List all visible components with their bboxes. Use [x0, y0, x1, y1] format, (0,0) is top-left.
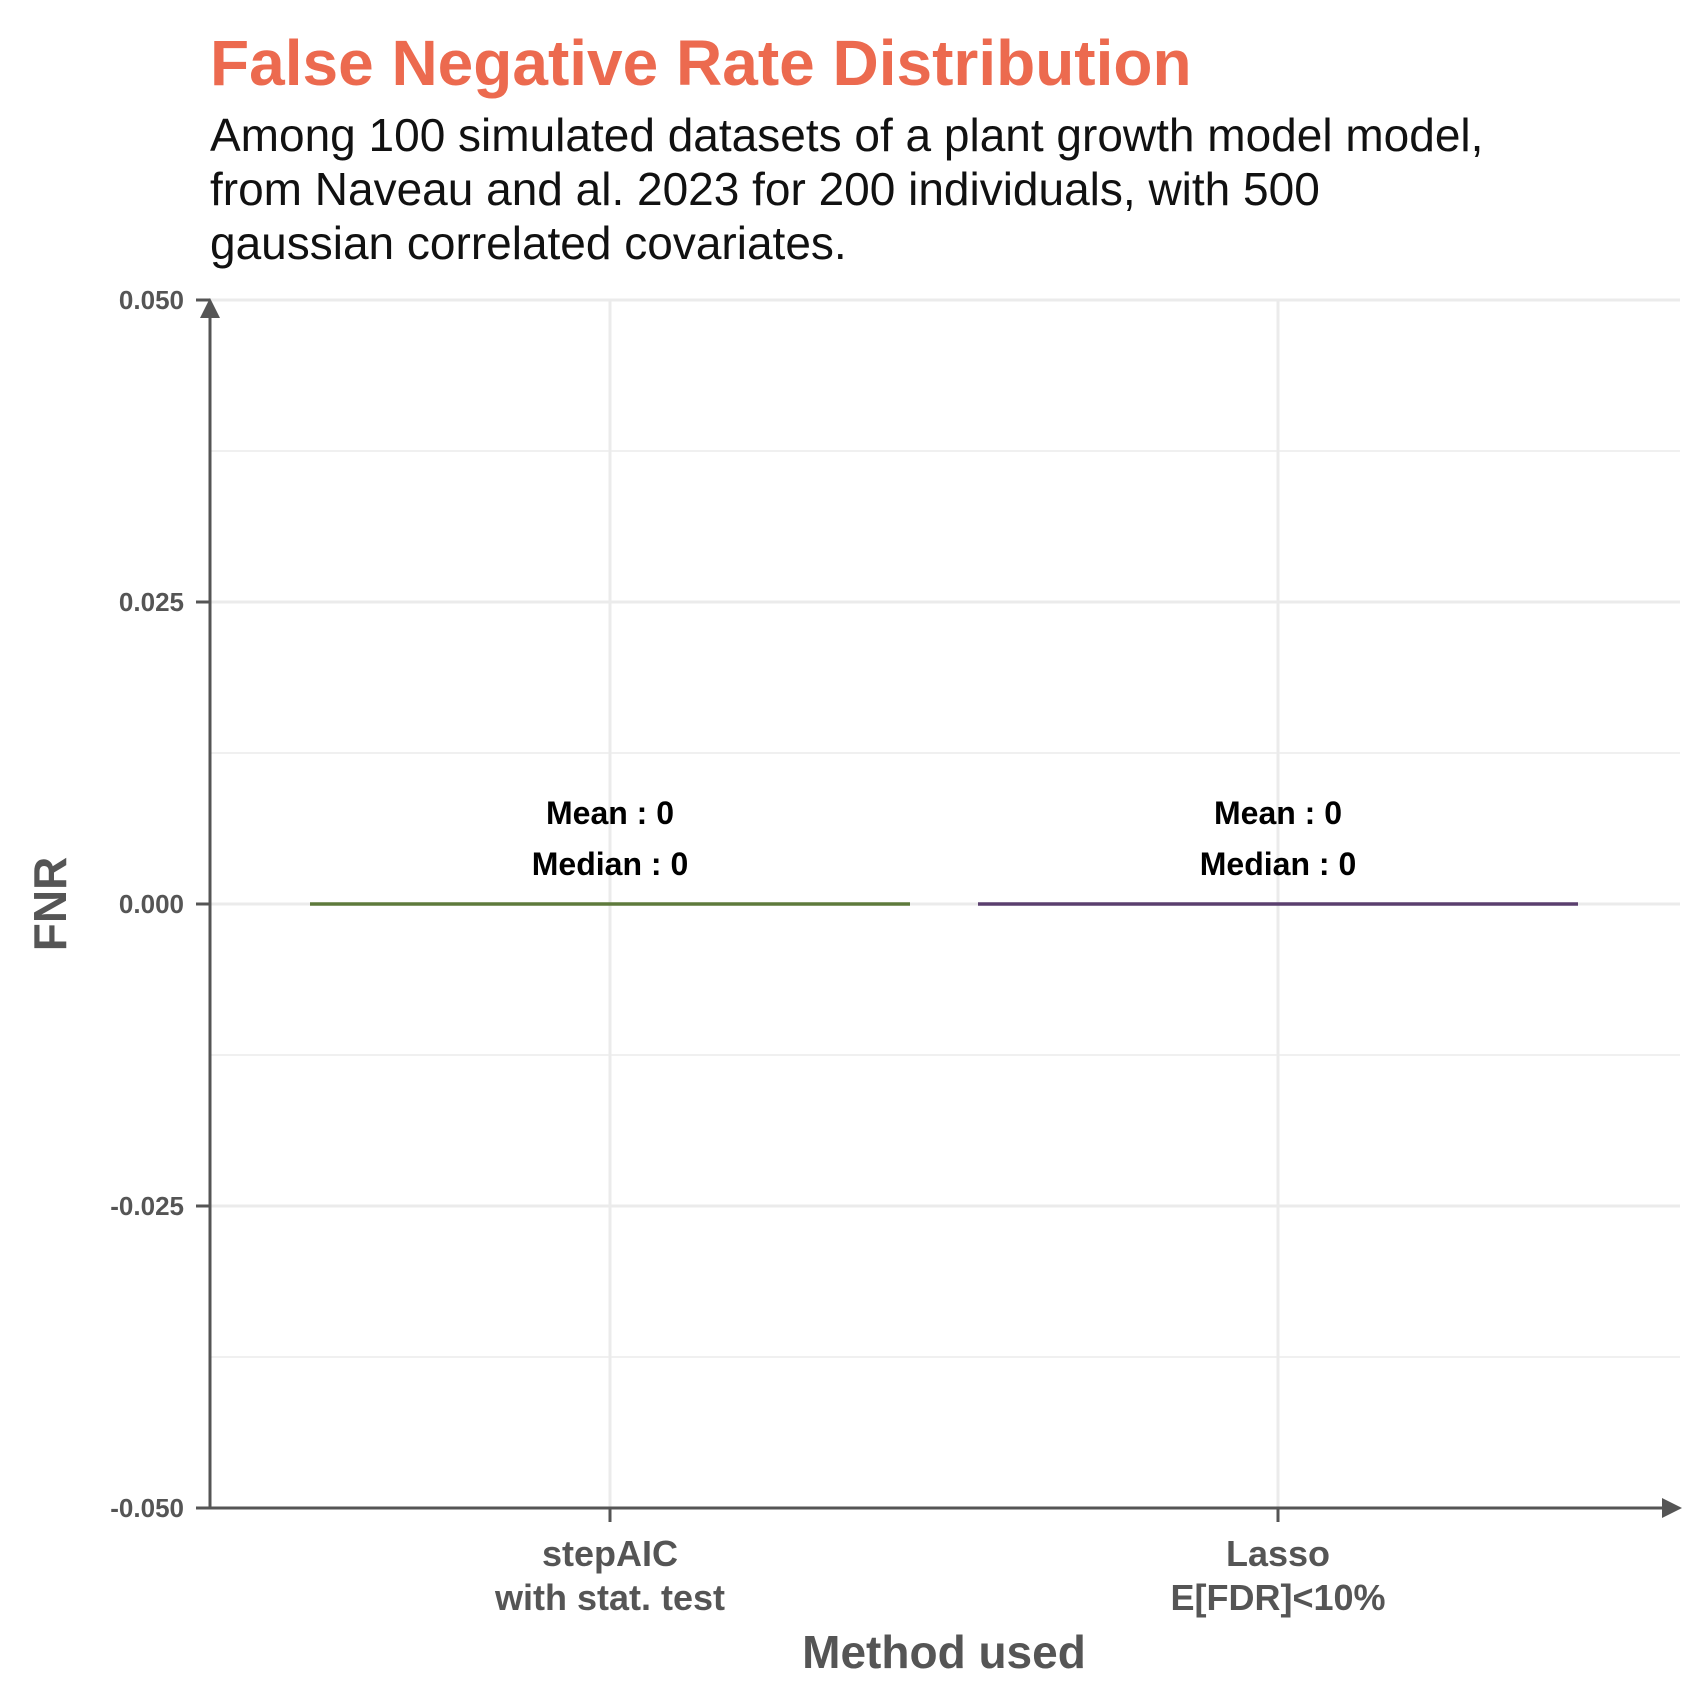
- label-layer: -0.050 -0.025 0.000 0.025 0.050 Mean : 0 Media…: [110, 285, 1385, 1618]
- x-category-label: E[FDR]<10%: [1170, 1577, 1385, 1618]
- x-category-label: Lasso: [1226, 1533, 1330, 1574]
- subtitle-line-1: Among 100 simulated datasets of a plant …: [210, 109, 1484, 161]
- x-axis-arrow-icon: [1662, 1498, 1682, 1518]
- median-annotation: Median : 0: [532, 846, 688, 882]
- y-axis-title: FNR: [24, 857, 76, 952]
- median-annotation: Median : 0: [1200, 846, 1356, 882]
- mean-annotation: Mean : 0: [1214, 795, 1342, 831]
- x-category-label: stepAIC: [542, 1533, 678, 1574]
- axis-layer: [200, 298, 1682, 1518]
- subtitle-line-3: gaussian correlated covariates.: [210, 217, 847, 269]
- x-category-label: with stat. test: [494, 1577, 725, 1618]
- chart-title: False Negative Rate Distribution: [210, 27, 1192, 99]
- y-tick-label: 0.000: [119, 889, 184, 919]
- subtitle-line-2: from Naveau and al. 2023 for 200 individ…: [210, 163, 1320, 215]
- mean-annotation: Mean : 0: [546, 795, 674, 831]
- y-tick-label: 0.025: [119, 587, 184, 617]
- y-tick-label: 0.050: [119, 285, 184, 315]
- x-axis-title: Method used: [802, 1626, 1086, 1678]
- chart-subtitle: Among 100 simulated datasets of a plant …: [210, 108, 1483, 270]
- y-tick-label: -0.025: [110, 1191, 184, 1221]
- y-axis-arrow-icon: [200, 298, 220, 318]
- y-tick-label: -0.050: [110, 1493, 184, 1523]
